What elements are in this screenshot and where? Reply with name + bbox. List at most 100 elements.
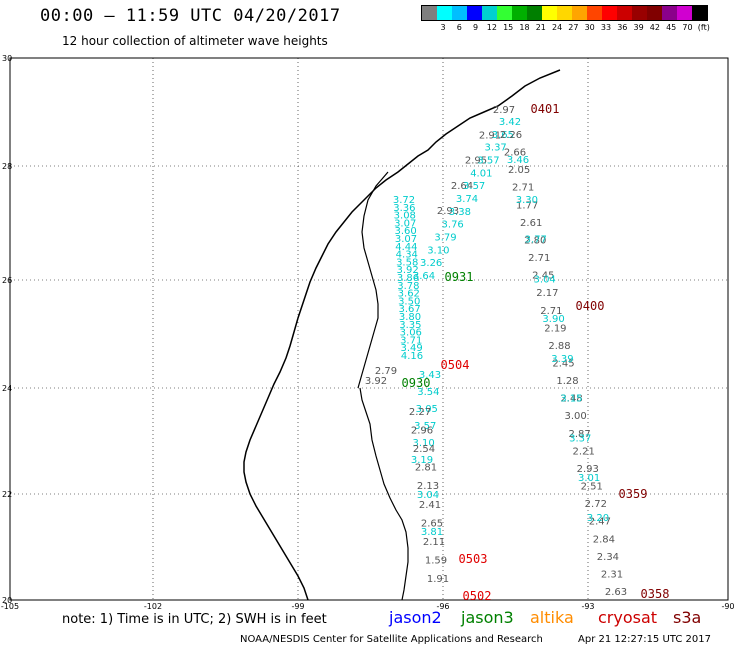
wave-height-value: 3.06: [400, 328, 422, 339]
wave-height-value: 2.93: [577, 464, 599, 475]
scale-swatch: [647, 6, 662, 20]
scale-swatch: [587, 6, 602, 20]
wave-height-value: 3.04: [534, 274, 556, 285]
wave-height-value: 4.44: [395, 242, 417, 253]
scale-swatch: [617, 6, 632, 20]
wave-height-value: 3.08: [394, 211, 416, 222]
wave-height-value: 3.74: [456, 194, 478, 205]
scale-label: 36: [617, 23, 628, 32]
scale-label: 15: [503, 23, 514, 32]
color-scale: [421, 5, 708, 21]
latitude-label: 24: [2, 384, 12, 393]
legend-s3a: s3a: [673, 608, 702, 627]
scale-swatch: [467, 6, 482, 20]
wave-height-value: 3.37: [485, 143, 507, 154]
wave-height-value: 2.41: [419, 500, 441, 511]
longitude-label: -96: [436, 602, 449, 611]
wave-height-value: 2.71: [540, 306, 562, 317]
scale-swatch: [602, 6, 617, 20]
wave-height-value: 2.79: [375, 366, 397, 377]
scale-swatch: [422, 6, 437, 20]
wave-height-value: 3.76: [442, 220, 464, 231]
scale-swatch: [572, 6, 587, 20]
wave-height-value: 2.71: [512, 183, 534, 194]
wave-height-value: 3.46: [507, 155, 529, 166]
wave-height-value: 3.57: [477, 156, 499, 167]
wave-height-value: 2.64: [451, 181, 473, 192]
wave-height-value: 3.60: [394, 226, 416, 237]
longitude-label: -90: [721, 602, 734, 611]
scale-label: 45: [666, 23, 677, 32]
wave-height-value: 2.72: [585, 499, 607, 510]
pass-time-label: 0401: [531, 102, 560, 116]
wave-height-value: 2.45: [552, 359, 574, 370]
wave-height-value: 3.49: [400, 343, 422, 354]
wave-height-value: 2.54: [413, 444, 435, 455]
wave-height-value: 3.80: [399, 312, 421, 323]
scale-swatch: [542, 6, 557, 20]
page-subtitle: 12 hour collection of altimeter wave hei…: [62, 34, 328, 48]
wave-height-value: 2.71: [528, 253, 550, 264]
latitude-label: 26: [2, 276, 12, 285]
credits: NOAA/NESDIS Center for Satellite Applica…: [240, 634, 543, 645]
scale-swatch: [482, 6, 497, 20]
pass-time-label: 0930: [402, 376, 431, 390]
longitude-label: -102: [144, 602, 162, 611]
wave-height-value: 1.59: [425, 555, 447, 566]
wave-height-value: 1.77: [516, 200, 538, 211]
latitude-label: 28: [2, 162, 12, 171]
wave-height-value: 3.50: [398, 296, 420, 307]
wave-height-value: 2.96: [411, 426, 433, 437]
wave-height-value: 3.00: [564, 411, 586, 422]
wave-height-value: 3.77: [525, 235, 547, 246]
wave-height-value: 3.78: [397, 281, 419, 292]
wave-height-value: 2.47: [589, 517, 611, 528]
wave-height-value: 2.11: [423, 537, 445, 548]
scale-label: 3: [440, 23, 446, 32]
footer-note: note: 1) Time is in UTC; 2) SWH is in fe…: [62, 612, 327, 627]
wave-height-value: 3.15: [560, 394, 582, 405]
wave-height-value: 3.26: [420, 258, 442, 269]
scale-swatch: [632, 6, 647, 20]
wave-height-value: 3.58: [396, 257, 418, 268]
wave-height-value: 4.16: [401, 351, 423, 362]
scale-label: (ft): [697, 23, 710, 32]
wave-height-value: 3.42: [499, 117, 521, 128]
scale-label: 27: [568, 23, 579, 32]
wave-height-value: 3.65: [492, 130, 514, 141]
latitude-label: 30: [2, 54, 12, 63]
wave-height-value: 2.34: [597, 552, 619, 563]
scale-label: 39: [633, 23, 644, 32]
wave-height-value: 2.21: [573, 446, 595, 457]
scale-swatch: [557, 6, 572, 20]
wave-height-value: 2.88: [548, 341, 570, 352]
wave-height-value: 3.19: [411, 455, 433, 466]
wave-height-value: 2.93: [437, 206, 459, 217]
wave-height-value: 2.61: [520, 218, 542, 229]
page-title: 00:00 – 11:59 UTC 04/20/2017: [40, 6, 341, 26]
scale-label: 12: [486, 23, 497, 32]
longitude-label: -99: [291, 602, 304, 611]
wave-height-value: 2.48: [560, 394, 582, 405]
scale-swatch: [692, 6, 707, 20]
wave-height-value: 3.38: [449, 207, 471, 218]
wave-height-value: 2.13: [417, 481, 439, 492]
wave-height-value: 3.57: [463, 181, 485, 192]
wave-height-value: 2.65: [421, 518, 443, 529]
wave-height-value: 2.27: [409, 407, 431, 418]
padre-island: [357, 171, 389, 389]
scale-swatch: [512, 6, 527, 20]
wave-height-value: 3.39: [551, 354, 573, 365]
pass-time-label: 0504: [441, 358, 470, 372]
scale-swatch: [452, 6, 467, 20]
wave-height-value: 3.36: [393, 203, 415, 214]
wave-height-value: 3.37: [569, 433, 591, 444]
pass-time-label: 0358: [641, 587, 670, 601]
wave-height-value: 3.86: [397, 273, 419, 284]
wave-height-value: 3.30: [516, 195, 538, 206]
wave-height-value: 3.04: [417, 490, 439, 501]
wave-height-value: 2.51: [581, 482, 603, 493]
scale-label: 6: [456, 23, 462, 32]
scale-label: 18: [519, 23, 530, 32]
